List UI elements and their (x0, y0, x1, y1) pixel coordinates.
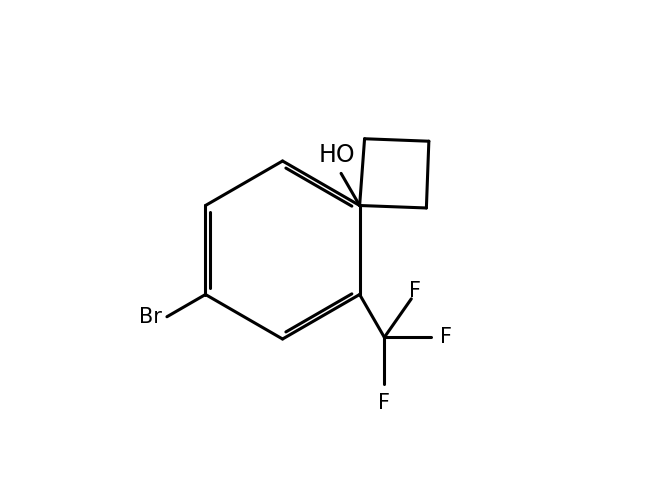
Text: HO: HO (319, 144, 355, 168)
Text: F: F (378, 393, 390, 413)
Text: F: F (440, 328, 452, 347)
Text: Br: Br (139, 306, 162, 327)
Text: F: F (409, 282, 421, 302)
